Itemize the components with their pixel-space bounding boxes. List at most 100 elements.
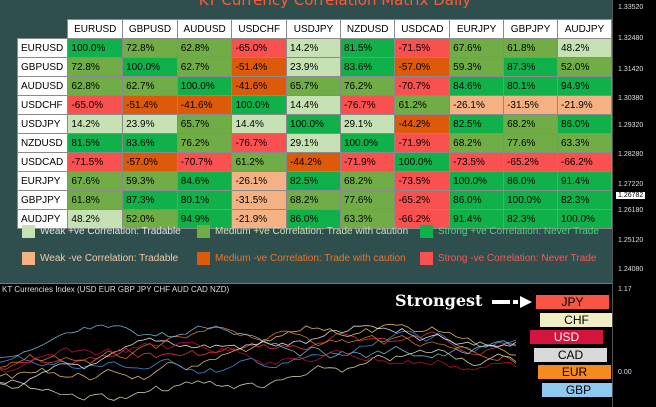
correlation-cell: 52.0%: [557, 57, 612, 77]
index-line: [0, 331, 517, 370]
correlation-cell: -51.4%: [122, 95, 178, 115]
correlation-cell: 62.7%: [176, 57, 233, 77]
indicator-axis-label: 0.00: [618, 369, 632, 376]
correlation-cell: 100.0%: [122, 57, 178, 77]
index-line: [0, 341, 517, 373]
row-header-audjpy: AUDJPY: [16, 209, 69, 229]
price-axis-label: 1.29320: [618, 122, 644, 129]
correlation-cell: -65.0%: [67, 95, 124, 115]
correlation-cell: 91.4%: [557, 171, 612, 191]
price-axis-label: 1.31420: [618, 66, 644, 73]
currency-index-lines: [0, 323, 517, 401]
correlation-cell: -31.5%: [503, 95, 558, 115]
row-header-gbpjpy: GBPJPY: [16, 190, 69, 210]
correlation-cell: -44.2%: [394, 114, 451, 134]
pane-divider[interactable]: [0, 283, 612, 284]
matrix-row-audjpy: AUDJPY 48.2% 52.0% 94.9% -21.9% 86.0% 63.3% -66…: [16, 209, 612, 229]
correlation-cell: 14.4%: [231, 114, 288, 134]
indicator-title: KT Currencies Index (USD EUR GBP JPY CHF…: [2, 285, 230, 294]
correlation-cell: 14.4%: [286, 95, 341, 115]
correlation-cell: -21.9%: [231, 209, 288, 229]
correlation-cell: -26.1%: [231, 171, 288, 191]
column-header-usdjpy: USDJPY: [286, 19, 341, 39]
correlation-cell: 23.9%: [122, 114, 178, 134]
price-axis-label: 1.33520: [618, 4, 644, 11]
correlation-matrix-table: EURUSD GBPUSD AUDUSD USDCHF USDJPY NZDUSD USDC…: [16, 19, 612, 229]
legend-item: Weak +ve Correlation: Tradable: [22, 225, 181, 238]
correlation-cell: 48.2%: [557, 38, 612, 58]
price-axis-label: 1.32480: [618, 35, 644, 42]
correlation-cell: 77.6%: [503, 133, 558, 153]
correlation-cell: -73.5%: [394, 171, 451, 191]
column-header-audjpy: AUDJPY: [557, 19, 612, 39]
matrix-row-usdcad: USDCAD -71.5% -57.0% -70.7% 61.2% -44.2% -71.9…: [16, 152, 612, 172]
correlation-cell: -26.1%: [449, 95, 505, 115]
correlation-cell: 68.2%: [503, 114, 558, 134]
correlation-cell: 72.8%: [122, 38, 178, 58]
legend-label: Strong -ve Correlation: Never Trade: [438, 253, 597, 264]
legend-swatch: [420, 252, 433, 265]
ranking-badge-gbp: GBP: [542, 382, 612, 397]
index-line: [0, 324, 517, 359]
correlation-cell: 61.8%: [503, 38, 558, 58]
price-axis-label: 1.30380: [618, 95, 644, 102]
correlation-cell: 84.6%: [449, 76, 505, 96]
correlation-cell: 29.1%: [286, 133, 341, 153]
price-axis-label: 1.26782: [616, 192, 646, 199]
legend-item: Strong -ve Correlation: Never Trade: [420, 252, 596, 265]
correlation-cell: 82.5%: [449, 114, 505, 134]
correlation-cell: 65.7%: [176, 114, 233, 134]
column-header-usdcad: USDCAD: [394, 19, 451, 39]
currency-index-panel: KT Currencies Index (USD EUR GBP JPY CHF…: [0, 284, 612, 407]
legend-item: Medium -ve Correlation: Trade with cauti…: [197, 252, 406, 265]
correlation-cell: 23.9%: [286, 57, 341, 77]
correlation-cell: 100.0%: [339, 133, 396, 153]
correlation-cell: 100.0%: [231, 95, 288, 115]
correlation-cell: 100.0%: [503, 190, 558, 210]
correlation-cell: 76.2%: [176, 133, 233, 153]
correlation-cell: 68.2%: [286, 190, 341, 210]
index-line: [0, 326, 517, 368]
correlation-cell: 86.0%: [503, 171, 558, 191]
correlation-cell: -71.5%: [67, 152, 124, 172]
correlation-cell: 52.0%: [122, 209, 178, 229]
correlation-cell: 63.3%: [339, 209, 396, 229]
correlation-cell: -66.2%: [394, 209, 451, 229]
legend-swatch: [420, 225, 433, 238]
correlation-cell: 68.2%: [339, 171, 396, 191]
matrix-row-usdjpy: USDJPY 14.2% 23.9% 65.7% 14.4% 100.0% 29.1% -44…: [16, 114, 612, 134]
correlation-cell: 81.5%: [67, 133, 124, 153]
correlation-cell: -65.2%: [394, 190, 451, 210]
legend-swatch: [22, 225, 35, 238]
price-axis: 1.33520 1.32480 1.31420 1.30380 1.29320 1.282…: [612, 0, 656, 407]
correlation-cell: 80.1%: [176, 190, 233, 210]
price-axis-label: 1.27220: [618, 181, 644, 188]
correlation-cell: 63.3%: [557, 133, 612, 153]
correlation-cell: 82.5%: [286, 171, 341, 191]
index-line: [0, 323, 517, 381]
correlation-cell: 14.2%: [286, 38, 341, 58]
strongest-label: Strongest: [395, 291, 534, 310]
matrix-row-usdchf: USDCHF -65.0% -51.4% -41.6% 100.0% 14.4% -76.7…: [16, 95, 612, 115]
correlation-cell: 86.0%: [449, 190, 505, 210]
row-header-usdcad: USDCAD: [16, 152, 69, 172]
column-header-eurjpy: EURJPY: [449, 19, 505, 39]
matrix-row-gbpusd: GBPUSD 72.8% 100.0% 62.7% -51.4% 23.9% 83.6% -5…: [16, 57, 612, 77]
correlation-cell: -57.0%: [122, 152, 178, 172]
legend-label: Medium -ve Correlation: Trade with cauti…: [215, 253, 406, 264]
legend-label: Medium +ve Correlation: Trade with cauti…: [215, 226, 409, 237]
row-header-gbpusd: GBPUSD: [16, 57, 69, 77]
correlation-cell: 82.3%: [503, 209, 558, 229]
correlation-cell: 72.8%: [67, 57, 124, 77]
strongest-text: Strongest: [395, 291, 483, 310]
matrix-row-gbpjpy: GBPJPY 61.8% 87.3% 80.1% -31.5% 68.2% 77.6% -65…: [16, 190, 612, 210]
price-axis-label: 1.28280: [618, 151, 644, 158]
row-header-usdchf: USDCHF: [16, 95, 69, 115]
correlation-cell: 82.3%: [557, 190, 612, 210]
ranking-badge-jpy: JPY: [536, 295, 609, 309]
correlation-cell: 100.0%: [394, 152, 451, 172]
correlation-cell: -41.6%: [231, 76, 288, 96]
correlation-cell: -21.9%: [557, 95, 612, 115]
right-arrow-icon: [492, 294, 534, 308]
correlation-cell: 91.4%: [449, 209, 505, 229]
